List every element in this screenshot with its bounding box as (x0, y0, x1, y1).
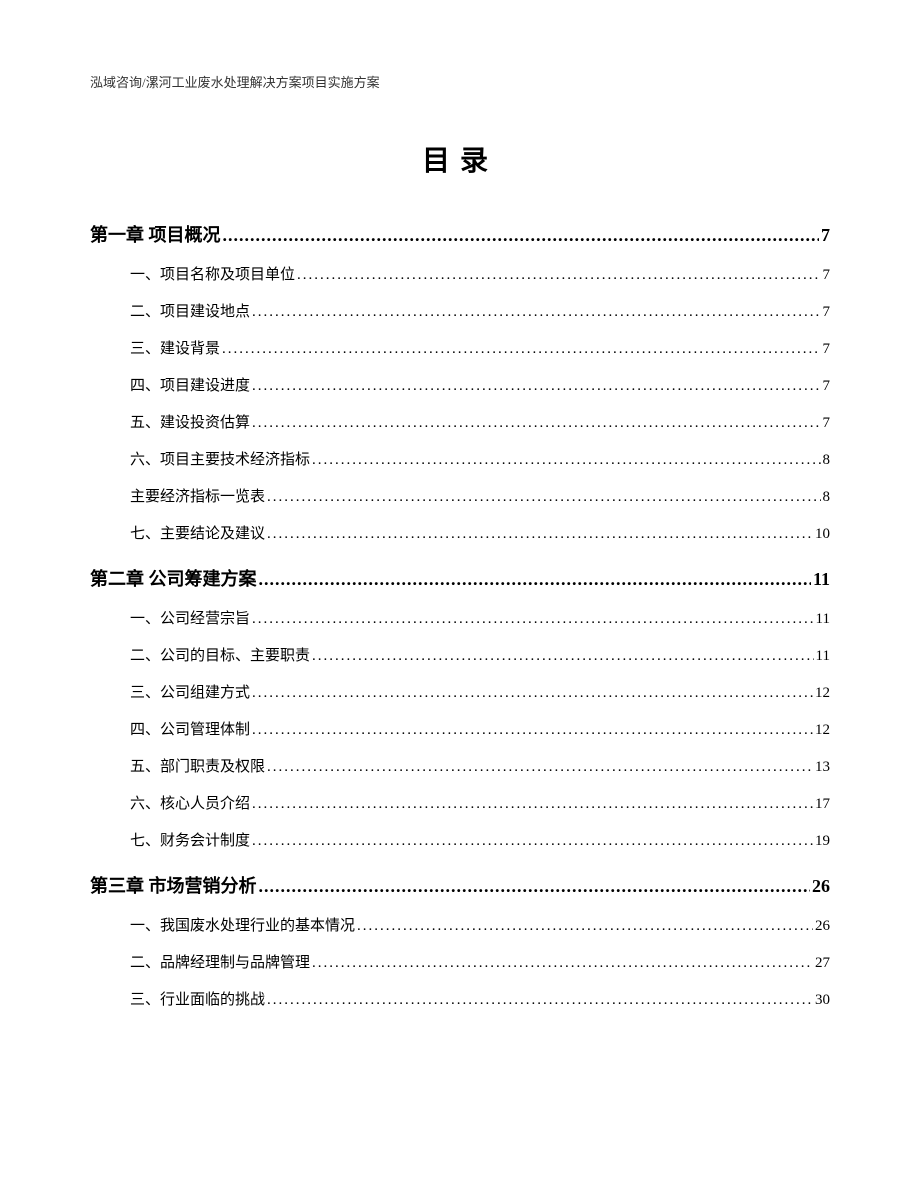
toc-leader-dots: ........................................… (252, 611, 814, 628)
toc-item: 七、财务会计制度................................… (130, 829, 830, 850)
toc-item-label: 二、项目建设地点 (130, 300, 250, 321)
toc-item-label: 一、公司经营宗旨 (130, 607, 250, 628)
toc-chapter-page: 11 (813, 569, 830, 590)
toc-item-label: 一、项目名称及项目单位 (130, 263, 295, 284)
toc-item: 一、公司经营宗旨................................… (130, 607, 830, 628)
toc-leader-dots: ........................................… (312, 955, 813, 972)
toc-item-page: 12 (815, 722, 830, 739)
toc-leader-dots: ........................................… (252, 304, 820, 321)
toc-item-page: 26 (815, 918, 830, 935)
toc-item-label: 五、部门职责及权限 (130, 755, 265, 776)
toc-item-label: 五、建设投资估算 (130, 411, 250, 432)
toc-item-label: 四、项目建设进度 (130, 374, 250, 395)
toc-item-page: 13 (815, 759, 830, 776)
toc-chapter-label: 第一章 项目概况 (90, 221, 221, 247)
toc-item-label: 三、行业面临的挑战 (130, 988, 265, 1009)
toc-item-page: 8 (823, 489, 831, 506)
toc-leader-dots: ........................................… (252, 722, 813, 739)
toc-item-label: 二、品牌经理制与品牌管理 (130, 951, 310, 972)
toc-item-label: 七、财务会计制度 (130, 829, 250, 850)
toc-item: 一、我国废水处理行业的基本情况.........................… (130, 914, 830, 935)
toc-item-page: 7 (823, 341, 831, 358)
toc-container: 第一章 项目概况................................… (90, 221, 830, 1009)
toc-item-page: 27 (815, 955, 830, 972)
toc-leader-dots: ........................................… (223, 225, 820, 246)
toc-item-page: 7 (823, 378, 831, 395)
toc-item-page: 12 (815, 685, 830, 702)
toc-item: 六、核心人员介绍................................… (130, 792, 830, 813)
toc-leader-dots: ........................................… (252, 796, 813, 813)
toc-leader-dots: ........................................… (267, 759, 813, 776)
toc-chapter-label: 第二章 公司筹建方案 (90, 565, 257, 591)
toc-item-page: 8 (823, 452, 831, 469)
toc-item-label: 六、项目主要技术经济指标 (130, 448, 310, 469)
toc-leader-dots: ........................................… (267, 489, 820, 506)
toc-item-label: 三、公司组建方式 (130, 681, 250, 702)
toc-item: 二、公司的目标、主要职责............................… (130, 644, 830, 665)
toc-chapter: 第二章 公司筹建方案..............................… (90, 565, 830, 591)
toc-item-page: 30 (815, 992, 830, 1009)
toc-chapter-page: 26 (812, 876, 830, 897)
toc-item: 一、项目名称及项目单位.............................… (130, 263, 830, 284)
toc-title: 目录 (90, 139, 830, 179)
toc-leader-dots: ........................................… (259, 876, 811, 897)
toc-leader-dots: ........................................… (267, 526, 813, 543)
toc-leader-dots: ........................................… (252, 378, 820, 395)
toc-leader-dots: ........................................… (222, 341, 820, 358)
toc-item-label: 主要经济指标一览表 (130, 485, 265, 506)
toc-item: 主要经济指标一览表...............................… (130, 485, 830, 506)
toc-item-page: 11 (816, 611, 830, 628)
toc-item-label: 二、公司的目标、主要职责 (130, 644, 310, 665)
toc-item: 四、项目建设进度................................… (130, 374, 830, 395)
toc-chapter-label: 第三章 市场营销分析 (90, 872, 257, 898)
toc-item-page: 19 (815, 833, 830, 850)
toc-item-label: 一、我国废水处理行业的基本情况 (130, 914, 355, 935)
toc-item: 三、建设背景..................................… (130, 337, 830, 358)
toc-leader-dots: ........................................… (297, 267, 820, 284)
toc-item-page: 10 (815, 526, 830, 543)
toc-item: 四、公司管理体制................................… (130, 718, 830, 739)
toc-leader-dots: ........................................… (312, 452, 820, 469)
toc-item: 三、行业面临的挑战...............................… (130, 988, 830, 1009)
toc-leader-dots: ........................................… (312, 648, 814, 665)
toc-leader-dots: ........................................… (259, 569, 811, 590)
toc-item: 三、公司组建方式................................… (130, 681, 830, 702)
toc-chapter-page: 7 (821, 225, 830, 246)
toc-item: 五、部门职责及权限...............................… (130, 755, 830, 776)
toc-item-label: 四、公司管理体制 (130, 718, 250, 739)
toc-item-page: 17 (815, 796, 830, 813)
toc-leader-dots: ........................................… (252, 685, 813, 702)
toc-item-page: 7 (823, 267, 831, 284)
toc-item-label: 三、建设背景 (130, 337, 220, 358)
toc-item: 七、主要结论及建议...............................… (130, 522, 830, 543)
document-header: 泓域咨询/漯河工业废水处理解决方案项目实施方案 (90, 72, 830, 91)
toc-item-page: 7 (823, 304, 831, 321)
toc-item: 二、品牌经理制与品牌管理............................… (130, 951, 830, 972)
toc-item: 二、项目建设地点................................… (130, 300, 830, 321)
toc-item: 六、项目主要技术经济指标............................… (130, 448, 830, 469)
toc-leader-dots: ........................................… (252, 833, 813, 850)
toc-item-label: 七、主要结论及建议 (130, 522, 265, 543)
toc-leader-dots: ........................................… (267, 992, 813, 1009)
toc-leader-dots: ........................................… (357, 918, 813, 935)
toc-item-page: 11 (816, 648, 830, 665)
toc-chapter: 第三章 市场营销分析..............................… (90, 872, 830, 898)
toc-item-label: 六、核心人员介绍 (130, 792, 250, 813)
toc-chapter: 第一章 项目概况................................… (90, 221, 830, 247)
toc-item-page: 7 (823, 415, 831, 432)
toc-leader-dots: ........................................… (252, 415, 820, 432)
toc-item: 五、建设投资估算................................… (130, 411, 830, 432)
